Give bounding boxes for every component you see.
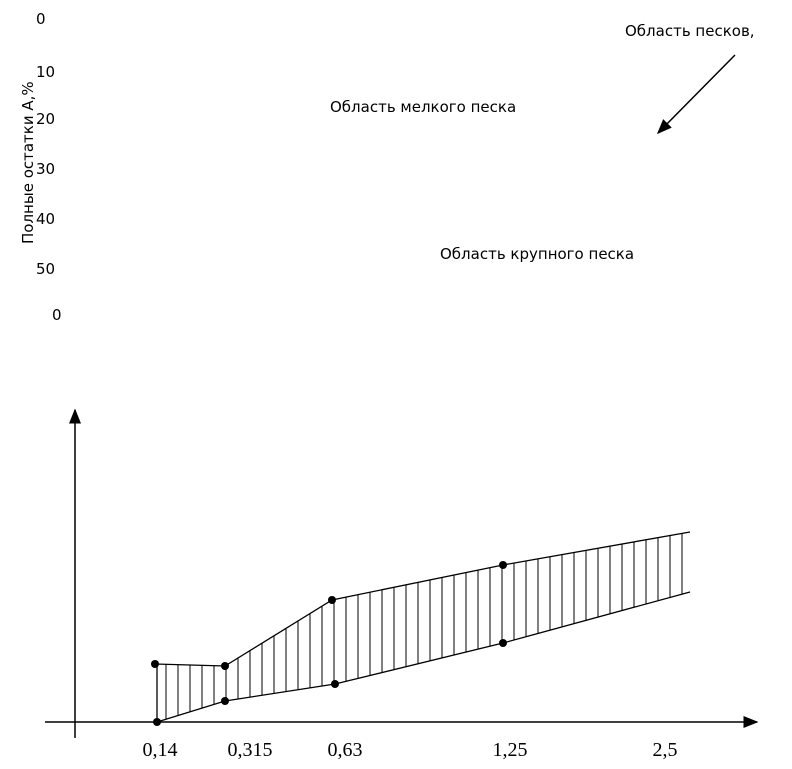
annotation: Область мелкого песка [330, 98, 517, 116]
x-label: 0,14 [143, 739, 178, 761]
point [151, 660, 159, 668]
x-label: 1,25 [493, 739, 528, 761]
x-label: 0,63 [328, 739, 363, 761]
y-number: 40 [36, 210, 56, 228]
y-number: 0 [36, 10, 46, 28]
arrow [656, 54, 736, 135]
y-number: 10 [36, 63, 56, 81]
point [331, 680, 339, 688]
point [221, 697, 229, 705]
point [499, 639, 507, 647]
y-number: 30 [36, 160, 56, 178]
annotation: Область песков, [625, 22, 755, 40]
y-number: 0 [52, 306, 62, 324]
y-number: 50 [36, 260, 56, 278]
hatched-band [151, 531, 691, 726]
x-label: 2,5 [653, 739, 678, 761]
annotation: Область крупного песка [440, 245, 635, 263]
point [328, 596, 336, 604]
y-number: 20 [36, 110, 56, 128]
point [499, 561, 507, 569]
x-label: 0,315 [228, 739, 273, 761]
point [221, 662, 229, 670]
